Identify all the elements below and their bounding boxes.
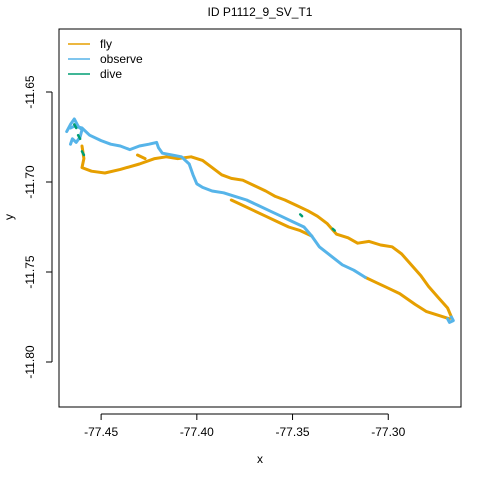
- series-dive-segment: [331, 227, 336, 232]
- series-dive: [73, 123, 336, 232]
- legend-label: dive: [100, 67, 122, 81]
- track-lines: [65, 117, 455, 324]
- y-axis: -11.65 -11.70 -11.75 -11.80: [23, 75, 53, 379]
- x-tick-label: -77.30: [371, 425, 405, 439]
- series-fly: [80, 144, 453, 321]
- series-dive-segment: [80, 150, 86, 157]
- legend-label: observe: [100, 52, 143, 66]
- series-observe-segment: [65, 117, 84, 146]
- y-tick-label: -11.70: [23, 165, 37, 198]
- plot-frame: [58, 28, 462, 408]
- legend-item-fly: fly: [68, 37, 112, 51]
- x-axis-label: x: [257, 452, 263, 466]
- series-fly-segment: [136, 153, 147, 161]
- series-fly-segment: [80, 144, 453, 319]
- series-fly-segment: [229, 198, 314, 238]
- series-dive-segment: [73, 123, 78, 130]
- series-observe-segment: [310, 234, 367, 279]
- y-axis-label: y: [2, 214, 16, 220]
- chart-title: ID P1112_9_SV_T1: [208, 5, 313, 19]
- legend-label: fly: [100, 37, 112, 51]
- y-tick-label: -11.80: [23, 345, 37, 378]
- legend-item-observe: observe: [68, 52, 143, 66]
- series-fly-segment: [363, 275, 451, 321]
- series-dive-segment: [298, 213, 304, 218]
- x-tick-label: -77.40: [180, 425, 214, 439]
- series-observe-segment: [69, 124, 314, 238]
- x-tick-label: -77.35: [276, 425, 310, 439]
- x-tick-label: -77.45: [84, 425, 118, 439]
- y-tick-label: -11.75: [23, 255, 37, 288]
- y-tick-label: -11.65: [23, 75, 37, 108]
- legend-item-dive: dive: [68, 67, 122, 81]
- series-observe: [65, 117, 455, 324]
- series-observe-segment: [446, 315, 455, 324]
- series-dive-segment: [76, 133, 82, 141]
- x-axis: -77.45 -77.40 -77.35 -77.30: [84, 413, 406, 439]
